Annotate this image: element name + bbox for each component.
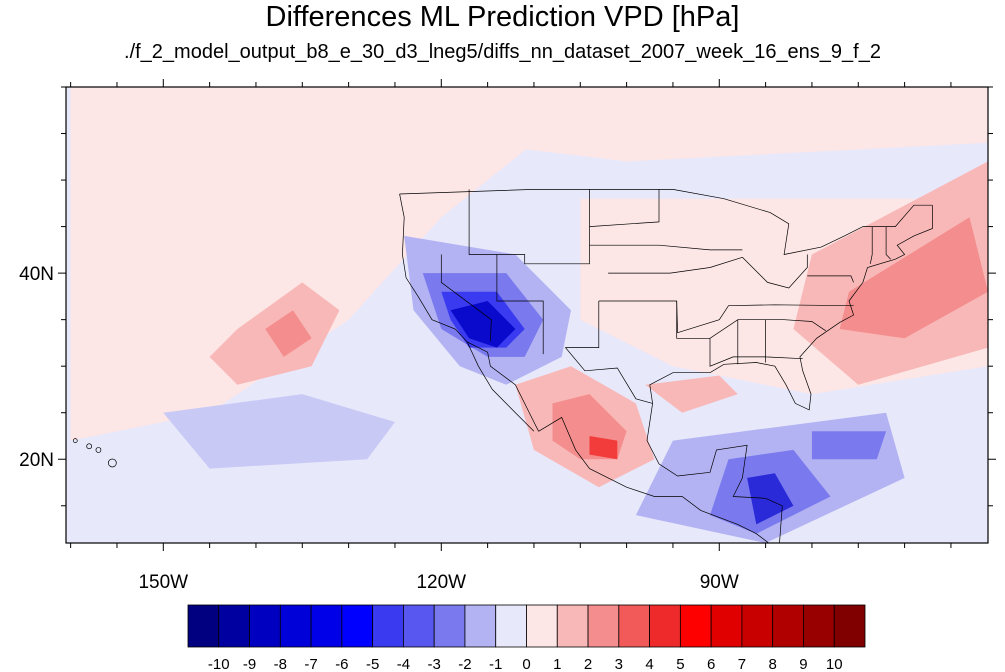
colorbar-label: 10 — [826, 656, 843, 672]
outline-12 — [589, 244, 743, 251]
lat-label: 20N — [19, 450, 54, 471]
axis-ticks: 150W 120W 90W 40N 20N — [19, 79, 996, 593]
colorbar-label: -2 — [458, 656, 471, 672]
colorbar-swatch — [310, 604, 343, 648]
map-title: Differences ML Prediction VPD [hPa] — [265, 1, 740, 33]
outline-6 — [468, 189, 590, 265]
colorbar-label: 5 — [676, 656, 684, 672]
colorbar-swatch — [618, 604, 650, 648]
colorbar-swatch — [403, 604, 435, 648]
field-region-gulf-positive — [645, 375, 738, 413]
colorbar-swatch — [833, 604, 866, 648]
colorbar-swatch — [710, 604, 743, 648]
outline-7 — [440, 254, 492, 342]
colorbar-label: 2 — [584, 656, 592, 672]
colorbar-swatch — [464, 604, 497, 648]
colorbar-label: 3 — [615, 656, 623, 672]
colorbar-label: 8 — [769, 656, 777, 672]
colorbar-swatch — [495, 604, 527, 648]
colorbar-swatch — [341, 604, 374, 648]
field-region-atlantic-positive-2 — [839, 217, 988, 339]
colorbar-label: -1 — [489, 656, 502, 672]
field-region-pacific-negative-patch — [163, 394, 395, 469]
outline-2 — [538, 416, 770, 543]
outline-0 — [399, 193, 539, 432]
field-region-northeast-pacific-positive — [70, 87, 988, 162]
outline-8 — [496, 254, 544, 355]
lon-label: 90W — [700, 572, 739, 593]
outline-4 — [646, 403, 783, 543]
map-subtitle: ./f_2_model_output_b8_e_30_d3_lneg5/diff… — [124, 41, 881, 63]
colorbar-label: -6 — [335, 656, 348, 672]
outline-1 — [466, 341, 535, 432]
field-region-hawaii-positive-2 — [265, 310, 312, 357]
colorbar-swatch — [372, 604, 404, 648]
colorbar-label: -9 — [243, 656, 256, 672]
field-region-caribbean-negative — [811, 431, 887, 460]
outline-18 — [742, 254, 808, 289]
colorbar-label: -10 — [208, 656, 230, 672]
colorbar-swatch — [587, 604, 620, 648]
field-region-mexico-positive-3 — [589, 436, 618, 460]
colorbar-swatch — [741, 604, 774, 648]
colorbar-label: -5 — [366, 656, 379, 672]
lon-label: 150W — [138, 572, 188, 593]
colorbar-swatch — [249, 604, 281, 648]
outline-20 — [869, 226, 873, 264]
colorbar-swatch — [772, 604, 804, 648]
outline-5 — [399, 189, 933, 255]
lat-label: 40N — [19, 264, 54, 285]
colorbar-label: -4 — [397, 656, 410, 672]
island-outline-0 — [107, 458, 117, 468]
outline-9 — [564, 301, 653, 404]
colorbar-label: 7 — [738, 656, 746, 672]
colorbar-label: 6 — [707, 656, 715, 672]
colorbar-swatch — [218, 604, 250, 648]
outline-19 — [807, 275, 854, 283]
colorbar-label: 9 — [799, 656, 807, 672]
island-outline-1 — [95, 447, 102, 453]
outline-11 — [589, 189, 660, 227]
outline-13 — [608, 256, 743, 274]
colorbar-swatch — [803, 604, 835, 648]
colorbar-swatch — [187, 604, 220, 648]
coastlines-and-borders — [72, 189, 933, 543]
outline-16 — [765, 319, 803, 360]
colorbar-label: 0 — [522, 656, 530, 672]
island-outline-3 — [72, 438, 78, 443]
field-region-pacific-warm-band — [70, 105, 581, 441]
colorbar-swatch — [279, 604, 312, 648]
island-outline-2 — [86, 443, 93, 450]
colorbar-swatch — [433, 604, 466, 648]
colorbar-swatch — [556, 604, 589, 648]
field-region-western-us-negative-4 — [450, 301, 516, 348]
outline-21 — [885, 226, 891, 260]
outline-15 — [709, 338, 766, 367]
colorbar-swatch — [649, 604, 681, 648]
colorbar-label: 1 — [553, 656, 561, 672]
colorbar-label: 4 — [645, 656, 653, 672]
map-frame — [65, 86, 989, 544]
colorbar-label: -8 — [274, 656, 287, 672]
colorbar-label: -7 — [304, 656, 317, 672]
colorbar: -10 -9 -8 -7 -6 -5 -4 -3 -2 -1 0 1 2 3 4 5 6 7 8 9 10 — [187, 604, 866, 672]
colorbar-swatch — [679, 604, 712, 648]
colorbar-swatch — [526, 604, 558, 648]
lon-label: 120W — [416, 572, 466, 593]
colorbar-label: -3 — [428, 656, 441, 672]
outline-14 — [676, 301, 826, 339]
outline-3 — [649, 205, 933, 411]
